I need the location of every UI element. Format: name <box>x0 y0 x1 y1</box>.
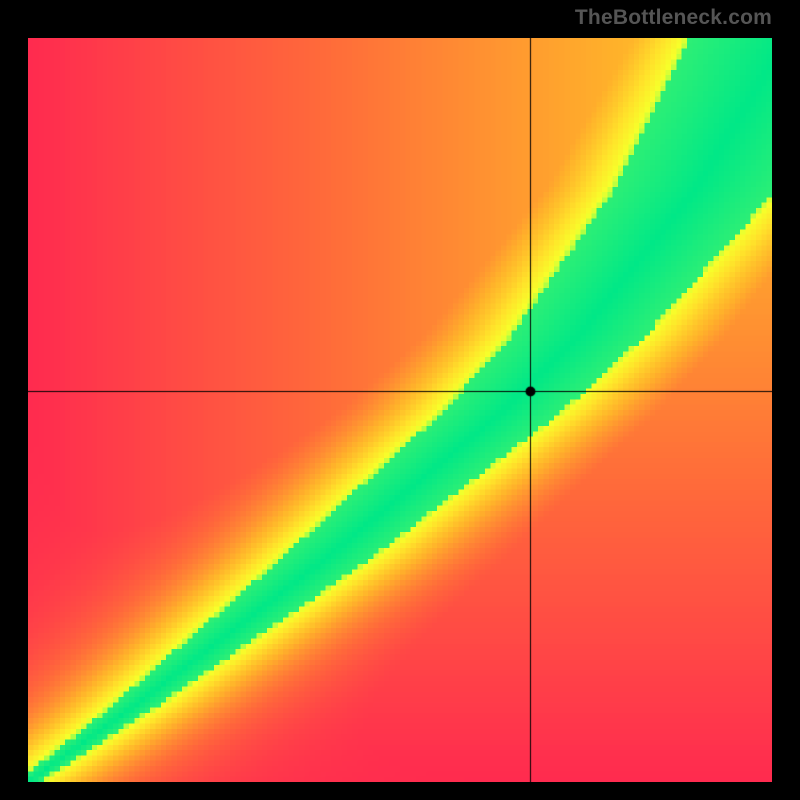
watermark-text: TheBottleneck.com <box>575 6 772 30</box>
chart-container: TheBottleneck.com <box>0 0 800 800</box>
plot-area <box>28 38 772 782</box>
crosshair-overlay <box>28 38 772 782</box>
